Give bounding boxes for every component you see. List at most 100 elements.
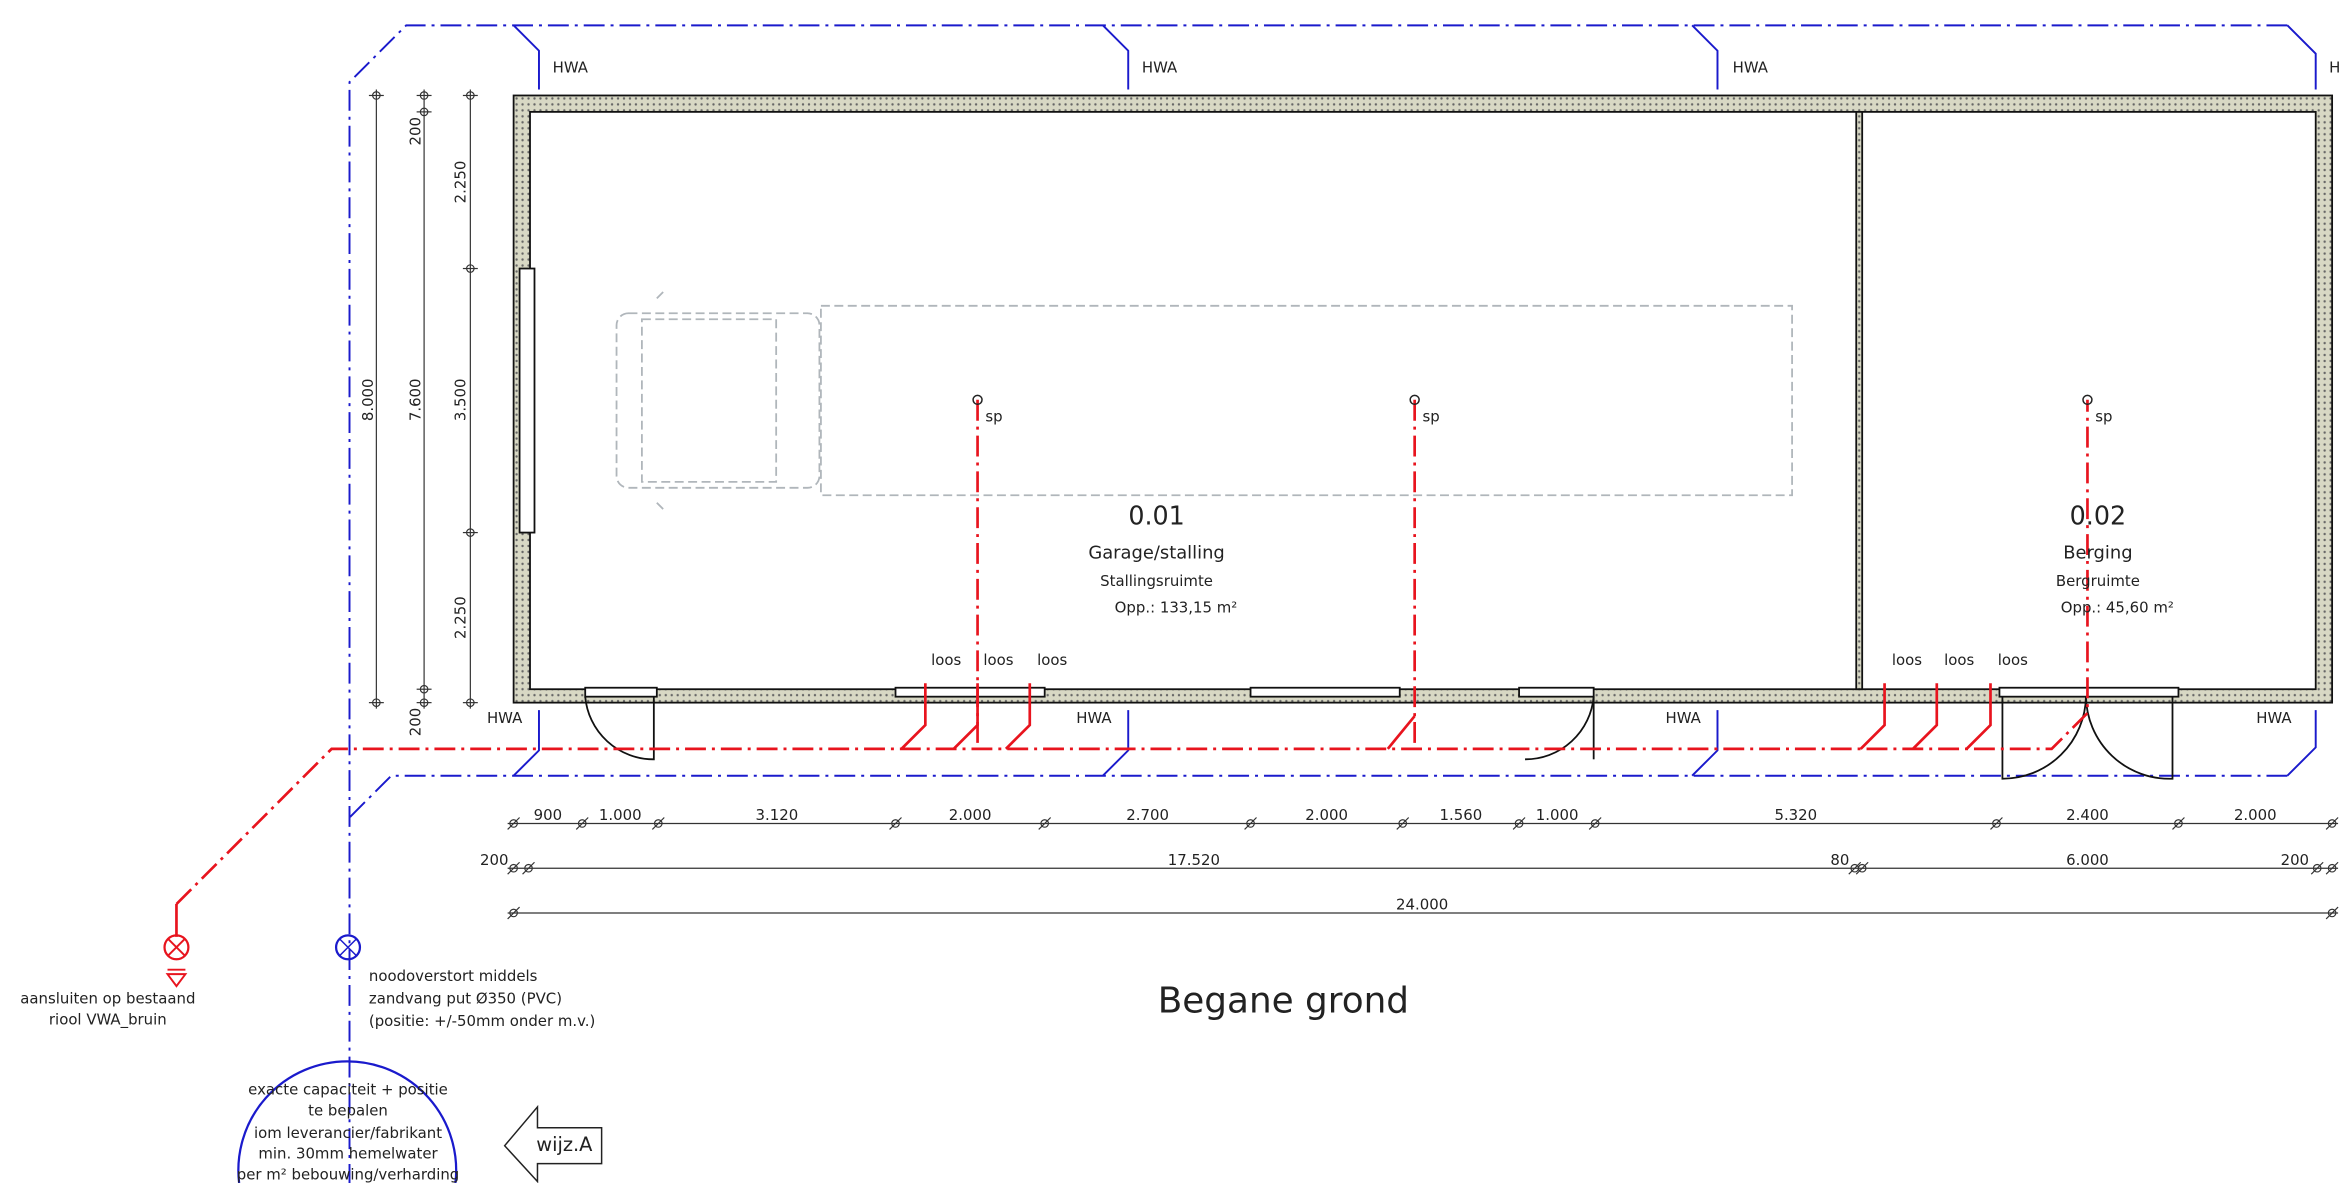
dimension-label: 2.250 bbox=[451, 596, 469, 639]
downpipes bbox=[512, 24, 1719, 777]
dimension-label: 200 bbox=[407, 708, 425, 736]
dimension-label: 17.520 bbox=[1168, 851, 1220, 869]
hwa-label: HWA bbox=[2329, 59, 2340, 77]
revision-arrow bbox=[503, 1104, 603, 1183]
sp-label: sp bbox=[1422, 408, 1439, 426]
dimension-tick bbox=[509, 819, 518, 828]
dimension-tick bbox=[507, 861, 520, 875]
loos-label: loos bbox=[1892, 651, 1922, 669]
dimension-tick bbox=[522, 861, 535, 875]
dimension-tick bbox=[1514, 819, 1524, 828]
dimension-tick bbox=[2325, 817, 2339, 830]
dimension-tick bbox=[1990, 817, 2003, 830]
room-area: Opp.: 133,15 m² bbox=[1115, 599, 1238, 617]
dimension-tick bbox=[1398, 819, 1408, 828]
dimension-label: 2.000 bbox=[949, 806, 992, 824]
gate bbox=[518, 267, 536, 534]
dimension-tick bbox=[2172, 817, 2185, 830]
dimension-tick bbox=[1038, 817, 1052, 830]
note-text: te bepalen bbox=[308, 1101, 388, 1119]
dimension-tick bbox=[2174, 819, 2183, 828]
hwa-label: HWA bbox=[2256, 709, 2292, 727]
loos-label: loos bbox=[1037, 651, 1067, 669]
room-area: Opp.: 45,60 m² bbox=[2061, 599, 2174, 617]
dimension-tick bbox=[2312, 863, 2322, 873]
hwa-label: HWA bbox=[1733, 59, 1769, 77]
dimension-tick bbox=[507, 906, 520, 920]
dimension-label: 1.000 bbox=[1536, 806, 1579, 824]
dimension-tick bbox=[1855, 861, 1869, 875]
room-number: 0.01 bbox=[1128, 501, 1184, 531]
dimension-label: 1.560 bbox=[1440, 806, 1483, 824]
dimension-label: 2.700 bbox=[1126, 806, 1169, 824]
dimension-tick bbox=[577, 819, 587, 828]
dimension-label: 6.000 bbox=[2066, 851, 2109, 869]
note-text: zandvang put Ø350 (PVC) bbox=[369, 990, 562, 1008]
note-text: iom leverancier/fabrikant bbox=[254, 1124, 442, 1142]
drain-point bbox=[2082, 394, 2093, 406]
truck-outline bbox=[615, 288, 1793, 513]
dimension-tick bbox=[509, 908, 518, 918]
dimension-tick bbox=[1590, 819, 1600, 828]
loos-label: loos bbox=[983, 651, 1013, 669]
dimension-tick bbox=[524, 863, 533, 873]
partition-wall bbox=[1855, 110, 1864, 691]
dimension-label: 24.000 bbox=[1396, 896, 1448, 914]
loos-label: loos bbox=[1998, 651, 2028, 669]
sp-label: sp bbox=[2095, 408, 2112, 426]
dimension-lines bbox=[368, 89, 2339, 920]
dimension-label: 7.600 bbox=[407, 378, 425, 421]
hwa-label: HWA bbox=[1142, 59, 1178, 77]
loos-label: loos bbox=[931, 651, 961, 669]
room-name: Garage/stalling bbox=[1088, 542, 1224, 563]
note-text: aansluiten op bestaand bbox=[20, 990, 195, 1008]
note-text: exacte capaciteit + positie bbox=[248, 1081, 448, 1099]
room-function: Bergruimte bbox=[2056, 572, 2140, 590]
rainwater-pipe bbox=[348, 24, 2288, 1183]
dimension-tick bbox=[653, 819, 663, 828]
dimension-tick bbox=[889, 817, 902, 830]
dimension-label: 2.400 bbox=[2066, 806, 2109, 824]
note-text: riool VWA_bruin bbox=[49, 1010, 167, 1028]
hwa-label: HWA bbox=[1666, 709, 1702, 727]
dimension-label: 900 bbox=[534, 806, 562, 824]
dimension-tick bbox=[1244, 817, 1257, 830]
dimension-tick bbox=[1848, 861, 1862, 875]
dimension-tick bbox=[651, 817, 665, 830]
note-text: per m² bebouwing/verharding bbox=[237, 1166, 459, 1183]
note-text: noodoverstort middels bbox=[369, 967, 538, 985]
dimension-tick bbox=[1857, 863, 1867, 873]
sewer-connection bbox=[163, 934, 190, 988]
dimension-tick bbox=[1992, 819, 2001, 828]
dimension-label: 5.320 bbox=[1774, 806, 1817, 824]
dimension-label: 200 bbox=[2281, 851, 2309, 869]
dimension-label: 200 bbox=[480, 851, 508, 869]
dimension-tick bbox=[2310, 861, 2324, 875]
dimension-tick bbox=[2325, 861, 2339, 875]
dimension-tick bbox=[2327, 908, 2337, 918]
dimension-label: 2.000 bbox=[2234, 806, 2277, 824]
dimension-label: 2.000 bbox=[1305, 806, 1348, 824]
dimension-tick bbox=[1246, 819, 1255, 828]
hwa-label: HWA bbox=[487, 709, 523, 727]
dimension-tick bbox=[1588, 817, 1602, 830]
room-name: Berging bbox=[2063, 542, 2132, 563]
dimension-tick bbox=[1512, 817, 1526, 830]
dimension-tick bbox=[509, 863, 518, 873]
hwa-label: HWA bbox=[553, 59, 589, 77]
loos-label: loos bbox=[1944, 651, 1974, 669]
dimension-label: 1.000 bbox=[599, 806, 642, 824]
dimension-tick bbox=[2325, 906, 2339, 920]
dimension-label: 200 bbox=[407, 117, 425, 145]
dimension-tick bbox=[507, 817, 520, 830]
note-text: min. 30mm hemelwater bbox=[258, 1145, 438, 1163]
room-function: Stallingsruimte bbox=[1100, 572, 1213, 590]
dimension-label: 3.500 bbox=[451, 378, 469, 421]
drain-point bbox=[1409, 394, 1420, 406]
sp-label: sp bbox=[985, 408, 1002, 426]
revision-tag: wijz.A bbox=[536, 1133, 593, 1156]
plan-title: Begane grond bbox=[1158, 980, 1409, 1021]
dimension-tick bbox=[1396, 817, 1410, 830]
hwa-label: HWA bbox=[1076, 709, 1112, 727]
dimension-tick bbox=[575, 817, 589, 830]
